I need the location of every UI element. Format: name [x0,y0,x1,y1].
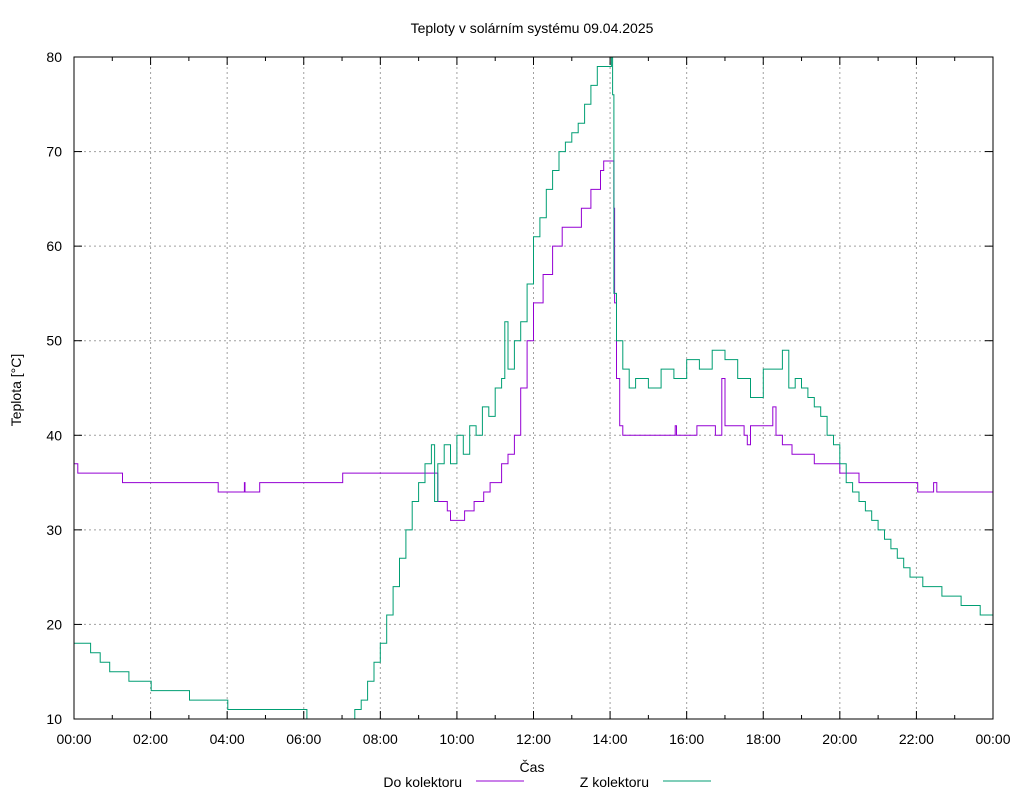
x-tick-label: 10:00 [439,731,474,747]
chart-title: Teploty v solárním systému 09.04.2025 [411,20,654,36]
x-axis-label: Čas [520,759,545,775]
x-axis-ticks: 00:00 02:00 04:00 06:00 08:00 10:00 12:00 14:00… [56,57,1011,747]
y-tick-label: 40 [46,427,62,443]
y-tick-label: 50 [46,333,62,349]
x-tick-label: 12:00 [516,731,551,747]
series-layer [74,56,993,720]
y-tick-label: 60 [46,238,62,254]
y-axis-label: Teplota [°C] [8,354,24,427]
x-tick-label: 00:00 [975,731,1010,747]
x-tick-label: 22:00 [899,731,934,747]
y-tick-label: 80 [46,49,62,65]
y-tick-label: 30 [46,522,62,538]
series-line-1 [74,160,993,521]
y-tick-label: 70 [46,144,62,160]
legend-label: Do kolektoru [383,774,462,790]
legend: Do kolektoru Z kolektoru [383,774,711,790]
x-tick-label: 20:00 [822,731,857,747]
x-tick-label: 14:00 [593,731,628,747]
y-tick-label: 10 [46,711,62,727]
y-axis-ticks: 10 20 30 40 50 60 70 80 [46,49,993,727]
legend-label: Z kolektoru [580,774,649,790]
x-tick-label: 06:00 [286,731,321,747]
y-tick-label: 20 [46,616,62,632]
x-tick-label: 16:00 [669,731,704,747]
x-tick-label: 00:00 [56,731,91,747]
grid [74,57,993,719]
series-line-2 [74,56,993,720]
x-tick-label: 02:00 [133,731,168,747]
x-tick-label: 08:00 [363,731,398,747]
x-tick-label: 18:00 [746,731,781,747]
x-tick-label: 04:00 [210,731,245,747]
